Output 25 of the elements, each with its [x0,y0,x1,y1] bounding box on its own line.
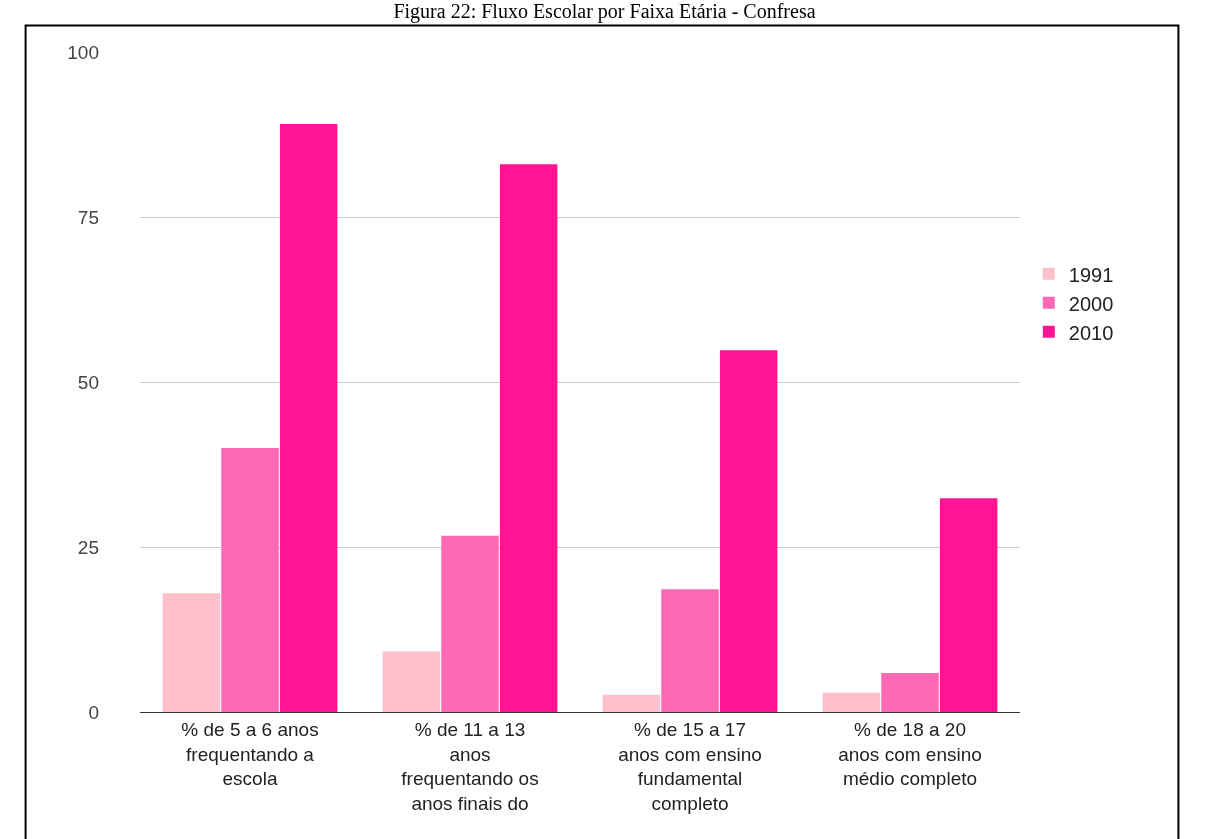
bar [441,535,499,712]
x-tick-label: % de 11 a 13 anos frequentando os anos finais do [401,718,539,814]
bar [279,123,338,712]
y-tick-label: 75 [77,206,99,228]
bar [661,589,719,712]
bar [939,498,998,712]
x-tick-label: % de 5 a 6 anos frequentando a escola [181,718,319,790]
x-tick-label: % de 15 a 17 anos com ensino fundamental completo [618,718,762,814]
bar [499,164,558,712]
y-tick-label: 50 [77,371,99,393]
legend-label: 1991 [1068,263,1114,286]
bar [719,350,778,712]
bar [881,673,939,712]
bar [822,692,881,712]
y-tick-label: 0 [88,701,99,723]
bar [382,651,441,712]
chart-title: Figura 22: Fluxo Escolar por Faixa Etária - Confresa [393,0,816,24]
y-tick-label: 100 [67,41,99,63]
legend-label: 2000 [1068,292,1114,315]
legend-label: 2010 [1068,321,1114,344]
bar [602,694,661,712]
bar [162,593,221,712]
x-tick-label: % de 18 a 20 anos com ensino médio completo [838,718,982,790]
bar [221,448,279,712]
y-tick-label: 25 [77,536,99,558]
